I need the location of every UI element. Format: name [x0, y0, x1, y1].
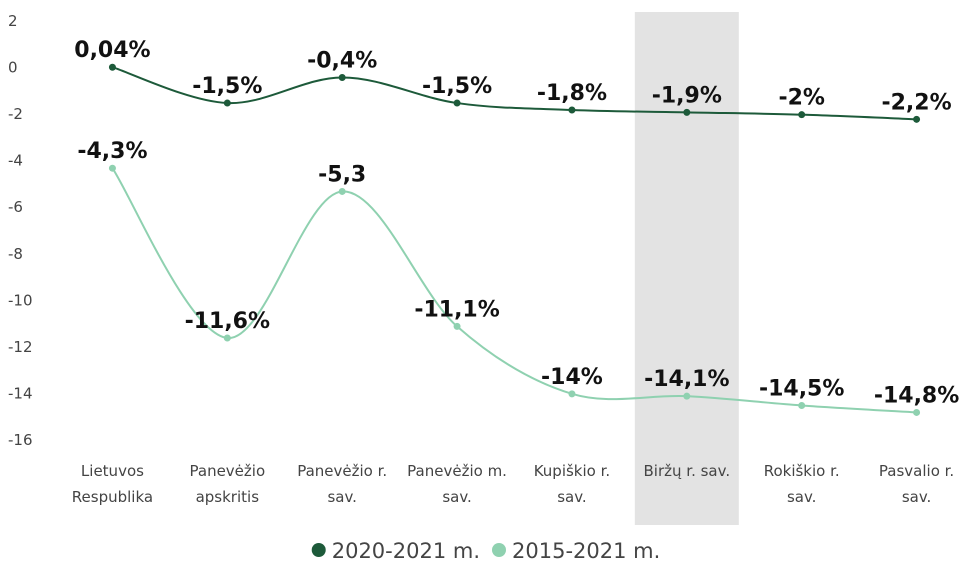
data-point — [568, 106, 576, 114]
x-tick-label: Biržų r. sav. — [643, 462, 731, 480]
legend-label: 2020-2021 m. — [332, 539, 480, 563]
y-tick-label: -10 — [8, 291, 33, 309]
data-point — [108, 63, 116, 71]
data-label: -5,3 — [318, 162, 366, 187]
legend-marker — [311, 543, 326, 557]
highlight-band — [634, 12, 739, 525]
data-label: 0,04% — [74, 38, 150, 63]
y-tick-label: -12 — [8, 338, 33, 356]
y-tick-label: -4 — [8, 152, 23, 170]
x-tick-label: Panevėžio r. sav. — [297, 462, 388, 506]
x-tick-label: Panevėžio apskritis — [189, 462, 266, 506]
x-tick-label: Panevėžio m. sav. — [407, 462, 507, 506]
x-tick-label: Pasvalio r. sav. — [878, 462, 955, 506]
data-point — [683, 108, 691, 116]
x-tick-label: Lietuvos Respublika — [71, 462, 154, 506]
y-tick-label: -2 — [8, 105, 23, 123]
data-label: -0,4% — [307, 48, 377, 73]
data-point — [223, 334, 231, 342]
data-label: -1,8% — [537, 81, 607, 106]
data-label: -14,1% — [644, 367, 729, 392]
data-label: -11,1% — [414, 297, 499, 322]
data-point — [453, 322, 461, 330]
data-label: -1,5% — [422, 74, 492, 99]
data-point — [568, 390, 576, 398]
y-tick-label: 2 — [8, 12, 18, 30]
data-label: -14,8% — [874, 383, 959, 408]
series-line — [112, 66, 917, 121]
data-label: -4,3% — [77, 139, 147, 164]
y-tick-label: -14 — [8, 384, 33, 402]
y-tick-label: -16 — [8, 431, 33, 449]
data-point — [108, 164, 116, 172]
data-label: -1,5% — [192, 74, 262, 99]
data-point — [453, 99, 461, 107]
y-tick-label: 0 — [8, 59, 18, 77]
data-point — [798, 401, 806, 409]
data-label: -2% — [778, 86, 824, 111]
data-label: -14,5% — [759, 376, 844, 401]
data-point — [223, 99, 231, 107]
data-point — [913, 115, 921, 123]
data-label: -14% — [541, 365, 603, 390]
x-tick-label: Rokiškio r. sav. — [763, 462, 840, 506]
data-label: -11,6% — [185, 309, 270, 334]
data-label: -1,9% — [652, 83, 722, 108]
y-tick-label: -8 — [8, 245, 23, 263]
legend-marker — [492, 543, 506, 557]
data-point — [683, 392, 691, 400]
data-point — [338, 187, 346, 195]
data-label: -2,2% — [881, 90, 951, 115]
data-point — [913, 408, 921, 416]
data-point — [798, 111, 806, 119]
legend-label: 2015-2021 m. — [512, 539, 660, 563]
y-tick-label: -6 — [8, 198, 23, 216]
x-tick-label: Kupiškio r. sav. — [533, 462, 611, 506]
data-point — [338, 73, 346, 81]
